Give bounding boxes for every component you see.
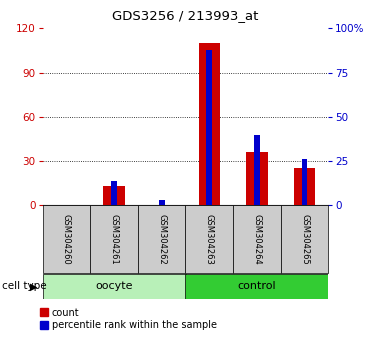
Bar <box>138 205 186 273</box>
Text: GSM304264: GSM304264 <box>252 213 262 264</box>
Bar <box>104 186 125 205</box>
Bar <box>43 205 90 273</box>
Bar <box>111 181 117 205</box>
Bar <box>198 43 220 205</box>
Bar <box>281 205 328 273</box>
Bar <box>90 205 138 273</box>
Text: control: control <box>237 281 276 291</box>
Bar <box>159 200 165 205</box>
Text: GSM304263: GSM304263 <box>205 213 214 264</box>
Text: GDS3256 / 213993_at: GDS3256 / 213993_at <box>112 9 259 22</box>
Legend: count, percentile rank within the sample: count, percentile rank within the sample <box>40 308 217 330</box>
Bar <box>233 205 281 273</box>
Text: cell type: cell type <box>2 281 46 291</box>
Text: GSM304262: GSM304262 <box>157 213 166 264</box>
Bar <box>206 50 212 205</box>
Text: GSM304261: GSM304261 <box>109 213 119 264</box>
Text: GSM304265: GSM304265 <box>300 213 309 264</box>
Text: GSM304260: GSM304260 <box>62 213 71 264</box>
Bar <box>186 274 328 299</box>
Text: ▶: ▶ <box>30 281 37 291</box>
Bar <box>186 205 233 273</box>
Bar <box>43 274 186 299</box>
Bar <box>254 135 260 205</box>
Bar <box>246 152 267 205</box>
Bar <box>302 159 308 205</box>
Text: oocyte: oocyte <box>95 281 133 291</box>
Bar <box>294 169 315 205</box>
